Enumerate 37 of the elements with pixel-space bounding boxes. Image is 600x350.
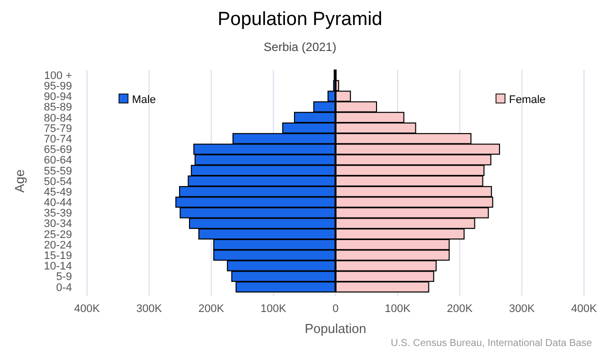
x-tick-label: 100K — [384, 303, 412, 315]
legend-label: Female — [509, 94, 546, 106]
chart-title: Population Pyramid — [218, 9, 382, 30]
y-tick-label: 85-89 — [44, 102, 72, 114]
legend-label: Male — [132, 94, 156, 106]
y-tick-label: 0-4 — [56, 282, 72, 294]
y-tick-label: 100 + — [44, 70, 72, 82]
x-tick-label: 300K — [136, 303, 163, 315]
y-tick-label: 20-24 — [44, 239, 72, 252]
x-tick-label: 200K — [198, 303, 225, 315]
y-tick-label: 25-29 — [44, 228, 72, 241]
x-axis-title: Population — [304, 321, 366, 336]
y-tick-label: 60-64 — [44, 154, 72, 167]
y-tick-label: 30-34 — [44, 218, 72, 230]
y-tick-label: 45-49 — [44, 186, 72, 198]
y-tick-label: 35-39 — [44, 208, 72, 220]
x-tick-label: 0 — [332, 303, 339, 315]
text: U.S. Census Bureau, International Data Base — [390, 338, 592, 349]
x-tick-label: 400K — [571, 303, 598, 315]
y-tick-label: 50-54 — [44, 176, 72, 188]
y-tick-label: 70-74 — [44, 133, 72, 146]
y-tick-label: 65-69 — [44, 144, 72, 156]
x-tick-label: 200K — [446, 303, 474, 315]
y-tick-label: 90-94 — [44, 91, 72, 104]
y-tick-label: 75-79 — [44, 122, 72, 135]
y-tick-label: 80-84 — [44, 112, 72, 124]
y-tick-label: 15-19 — [44, 250, 72, 262]
y-tick-label: 95-99 — [44, 80, 72, 92]
x-tick-label: 400K — [74, 303, 100, 315]
y-tick-label: 10-14 — [44, 260, 72, 273]
y-tick-label: 40-44 — [44, 197, 72, 210]
chart-subtitle: Serbia (2021) — [264, 40, 336, 54]
x-tick-label: 100K — [260, 303, 287, 315]
x-tick-label: 300K — [509, 303, 536, 315]
y-axis-title: Age — [12, 169, 27, 193]
y-tick-label: 5-9 — [56, 271, 72, 284]
y-tick-label: 55-59 — [44, 165, 72, 178]
